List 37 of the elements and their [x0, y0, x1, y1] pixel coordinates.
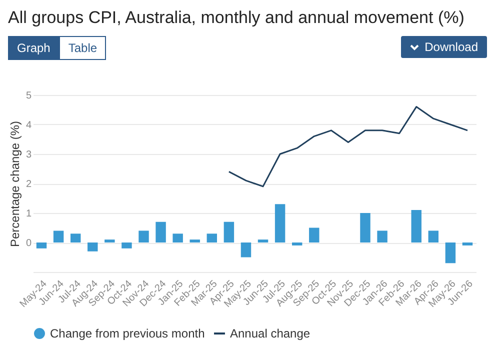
line-series: [228, 106, 468, 188]
bar: [224, 222, 234, 242]
bar: [104, 240, 115, 242]
bar: [122, 242, 132, 248]
text: Table: [59, 36, 106, 60]
bar: [309, 228, 320, 242]
bar: [156, 222, 166, 242]
y-tick-label: 2: [26, 179, 32, 190]
y-tick-label: 3: [26, 150, 32, 160]
y-tick-label: 5: [26, 90, 32, 102]
bar: [462, 242, 473, 246]
y-axis-title: Percentage change (%): [8, 120, 22, 248]
bar: [411, 210, 422, 242]
bar: [258, 240, 268, 242]
bar: [274, 204, 286, 242]
y-tick-label: 0: [26, 238, 32, 249]
y-tick-label: 1: [26, 208, 32, 220]
bar: [36, 242, 47, 248]
y-tick-label: 4: [26, 120, 32, 131]
chart-title: All groups CPI, Australia, monthly and annual movement (%): [8, 8, 464, 28]
bar: [445, 242, 456, 264]
bar: [240, 242, 252, 258]
bar: [360, 213, 370, 242]
text: Graph: [8, 36, 60, 60]
legend-label: Annual change: [230, 326, 310, 340]
legend-label: Change from previous month: [50, 326, 205, 340]
bar: [292, 242, 302, 246]
text: Download: [424, 40, 478, 54]
bar: [53, 230, 64, 242]
bar: [428, 230, 439, 242]
bar: [377, 230, 388, 242]
bar: [190, 240, 200, 242]
bar: [206, 234, 218, 242]
bar: [172, 234, 183, 242]
bar: [138, 230, 149, 242]
bar: [88, 242, 98, 252]
bar: [70, 234, 81, 242]
